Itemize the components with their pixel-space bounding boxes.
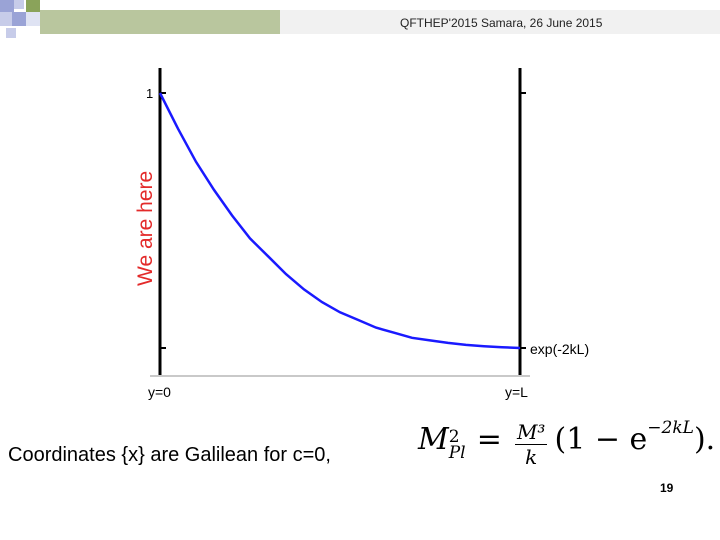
y-tick-label-1: 1 <box>146 86 153 101</box>
y-axis-label: We are here <box>134 171 157 286</box>
formula-lhs: M <box>418 422 449 457</box>
formula-exp: −2kL <box>647 418 694 438</box>
formula: M 2 Pl = M³ k (1 − e−2kL). <box>418 418 715 469</box>
formula-eq: = <box>476 422 502 457</box>
x-tick-label-L: y=L <box>505 384 528 400</box>
y-tick-label-exp: exp(-2kL) <box>530 341 589 357</box>
conference-header: QFTHEP'2015 Samara, 26 June 2015 <box>400 16 603 30</box>
formula-fraction: M³ k <box>514 420 548 469</box>
formula-den: k <box>525 445 538 469</box>
formula-lhs-sub: Pl <box>448 442 466 463</box>
x-tick-label-0: y=0 <box>148 384 171 400</box>
caption: Coordinates {x} are Galilean for c=0, <box>8 444 331 466</box>
formula-close: ). <box>693 422 716 457</box>
page-number: 19 <box>660 481 674 495</box>
formula-lhs-sup: 2 <box>448 426 460 447</box>
formula-open: (1 − e <box>554 422 648 457</box>
chart: 1 exp(-2kL) y=0 y=L We are here <box>134 68 589 400</box>
series-curve <box>158 92 521 350</box>
formula-num: M³ <box>514 420 548 445</box>
corner-decoration <box>0 0 720 38</box>
